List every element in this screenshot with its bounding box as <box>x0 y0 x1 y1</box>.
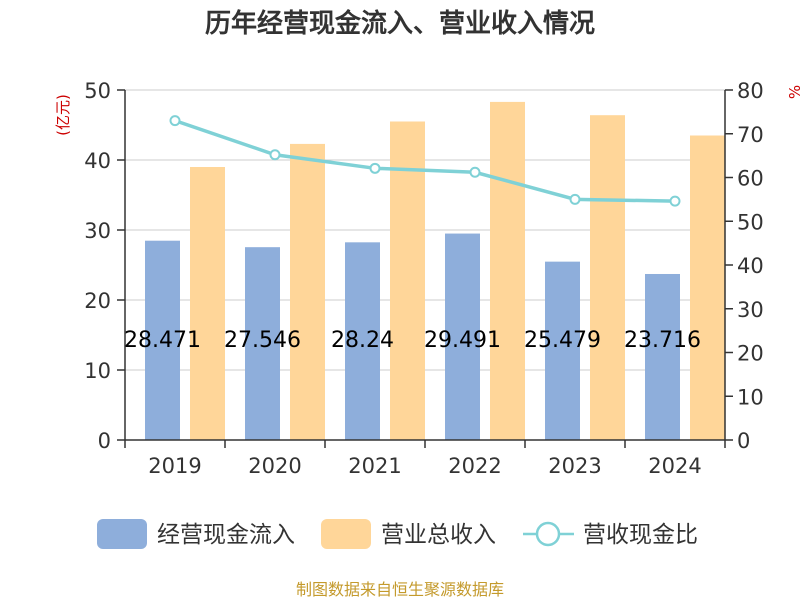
left-tick-label-2: 20 <box>84 289 111 313</box>
right-tick-label-7: 70 <box>737 123 764 147</box>
bar-cash-inflow-2023 <box>545 261 580 440</box>
x-tick-label-2020: 2020 <box>248 454 301 478</box>
legend-label-ratio: 营收现金比 <box>583 522 698 548</box>
bar-cash-inflow-2021 <box>345 242 380 440</box>
left-axis-unit: (亿元) <box>54 94 72 136</box>
bar-revenue-2019 <box>190 167 225 440</box>
x-tick-label-2019: 2019 <box>148 454 201 478</box>
left-tick-label-0: 0 <box>98 429 111 453</box>
bar-revenue-2021 <box>390 121 425 440</box>
legend-swatch-cash-inflow <box>97 519 147 549</box>
right-tick-label-6: 60 <box>737 167 764 191</box>
right-tick-label-8: 80 <box>737 79 764 103</box>
ratio-point-2020 <box>269 149 281 161</box>
right-tick-label-3: 30 <box>737 298 764 322</box>
ratio-point-2023 <box>569 193 581 205</box>
data-label-cash-inflow-2024: 23.716 <box>624 328 701 353</box>
bar-revenue-2022 <box>490 101 525 441</box>
bar-revenue-2024 <box>690 135 725 440</box>
ratio-line <box>169 115 681 207</box>
data-label-cash-inflow-2022: 29.491 <box>424 328 501 353</box>
left-tick-label-5: 50 <box>84 79 111 103</box>
right-tick-label-0: 0 <box>737 429 750 453</box>
bar-cash-inflow-2020 <box>245 247 280 440</box>
right-tick-label-5: 50 <box>737 210 764 234</box>
ratio-point-2022 <box>469 166 481 178</box>
legend-label-cash-inflow: 经营现金流入 <box>157 522 295 548</box>
right-tick-label-2: 20 <box>737 342 764 366</box>
bar-revenue-2023 <box>590 115 625 440</box>
tick-labels: 0 10 20 30 40 50 0 10 20 30 40 50 60 70 80 2019 2020 2021… <box>84 79 763 478</box>
right-tick-label-1: 10 <box>737 385 764 409</box>
bars <box>145 101 725 441</box>
ratio-point-2024 <box>669 195 681 207</box>
x-tick-label-2021: 2021 <box>348 454 401 478</box>
bar-cash-inflow-2019 <box>145 240 180 440</box>
left-tick-label-3: 30 <box>84 219 111 243</box>
ratio-point-2021 <box>369 162 381 174</box>
legend-marker-ratio <box>535 521 561 547</box>
data-labels: 28.471 27.546 28.24 29.491 25.479 23.716 <box>124 328 701 353</box>
data-label-cash-inflow-2023: 25.479 <box>524 328 601 353</box>
left-tick-label-1: 10 <box>84 359 111 383</box>
legend-swatch-revenue <box>321 519 371 549</box>
ratio-series-line <box>174 118 676 203</box>
ratio-point-2019 <box>169 115 181 127</box>
x-tick-label-2023: 2023 <box>548 454 601 478</box>
right-tick-label-4: 40 <box>737 254 764 278</box>
data-label-cash-inflow-2019: 28.471 <box>124 328 201 353</box>
source-note: 制图数据来自恒生聚源数据库 <box>296 580 504 599</box>
legend-label-revenue: 营业总收入 <box>381 522 496 548</box>
data-label-cash-inflow-2020: 27.546 <box>224 328 301 353</box>
axes <box>117 89 733 448</box>
bar-cash-inflow-2024 <box>645 273 680 440</box>
x-tick-label-2024: 2024 <box>648 454 701 478</box>
left-tick-label-4: 40 <box>84 149 111 173</box>
legend: 经营现金流入 营业总收入 营收现金比 <box>97 519 698 549</box>
bar-cash-inflow-2022 <box>445 233 480 440</box>
x-tick-label-2022: 2022 <box>448 454 501 478</box>
chart-title: 历年经营现金流入、营业收入情况 <box>205 8 595 39</box>
right-axis-unit: % <box>786 85 800 99</box>
data-label-cash-inflow-2021: 28.24 <box>331 328 394 353</box>
bar-revenue-2020 <box>290 143 325 440</box>
